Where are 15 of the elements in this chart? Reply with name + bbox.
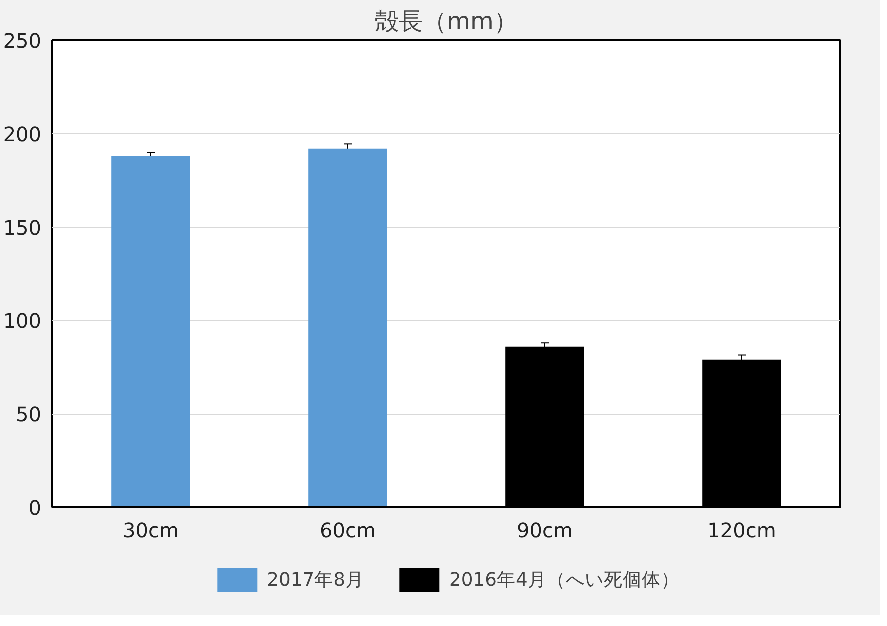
x-tick-label: 30cm [123,518,179,542]
y-tick-label: 250 [3,29,42,53]
y-tick-label: 150 [3,216,42,240]
legend-label: 2016年4月（へい死個体） [450,569,680,593]
y-tick-label: 100 [3,309,42,334]
chart-title: 殻長（mm） [375,8,518,36]
legend-label: 2017年8月 [267,569,364,593]
bar [112,156,190,508]
x-tick-label: 120cm [708,518,776,542]
y-tick-label: 200 [3,122,42,146]
y-tick-label: 0 [28,496,42,520]
x-tick-label: 60cm [320,518,376,542]
bar [308,148,388,508]
x-tick-label: 90cm [517,518,573,542]
y-tick-label: 50 [16,402,42,427]
